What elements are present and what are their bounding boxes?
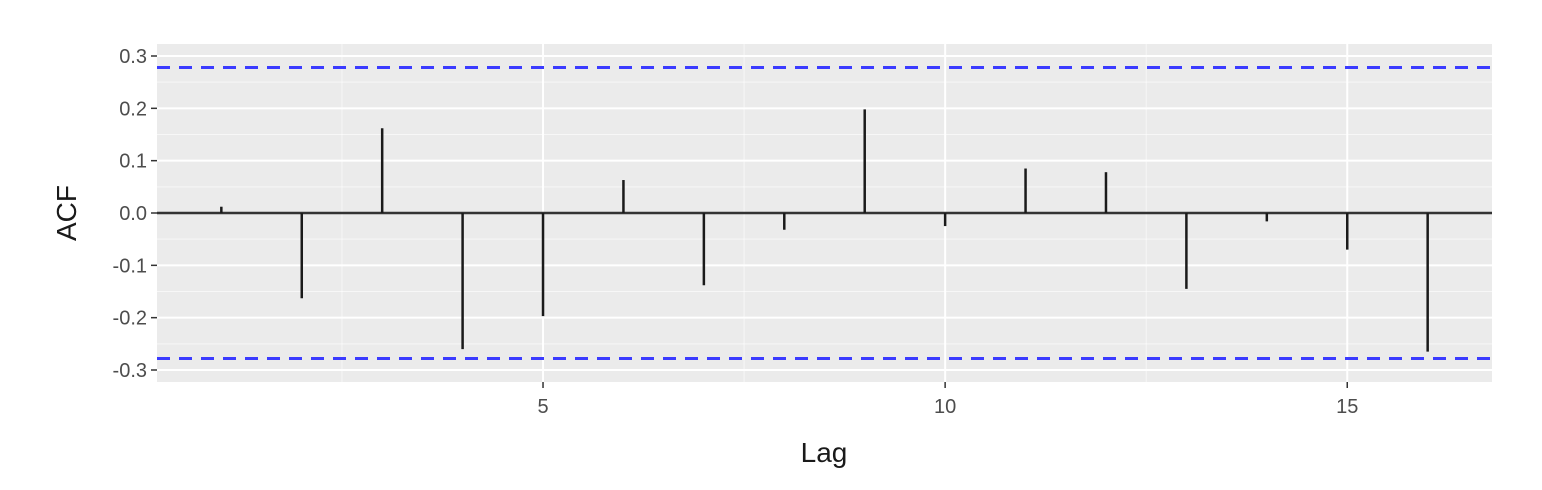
y-axis-title: ACF [51, 185, 82, 241]
confidence-bounds [157, 66, 1492, 360]
major-grid [157, 44, 1492, 382]
x-tick-label: 10 [934, 396, 956, 418]
y-tick-label: -0.3 [113, 360, 147, 382]
y-tick-label: -0.1 [113, 255, 147, 277]
y-tick-label: 0.2 [119, 98, 147, 120]
x-tick-label: 15 [1336, 396, 1358, 418]
acf-bars [220, 109, 1429, 352]
x-axis: 5 10 15 [537, 382, 1358, 418]
y-tick-label: -0.2 [113, 308, 147, 330]
y-tick-label: 0.0 [119, 203, 147, 225]
y-tick-label: 0.3 [119, 46, 147, 68]
x-axis-title: Lag [801, 437, 848, 468]
y-axis: -0.3 -0.2 -0.1 0.0 0.1 0.2 0.3 [113, 46, 157, 382]
y-tick-label: 0.1 [119, 151, 147, 173]
x-tick-label: 5 [537, 396, 548, 418]
minor-grid [157, 44, 1492, 382]
